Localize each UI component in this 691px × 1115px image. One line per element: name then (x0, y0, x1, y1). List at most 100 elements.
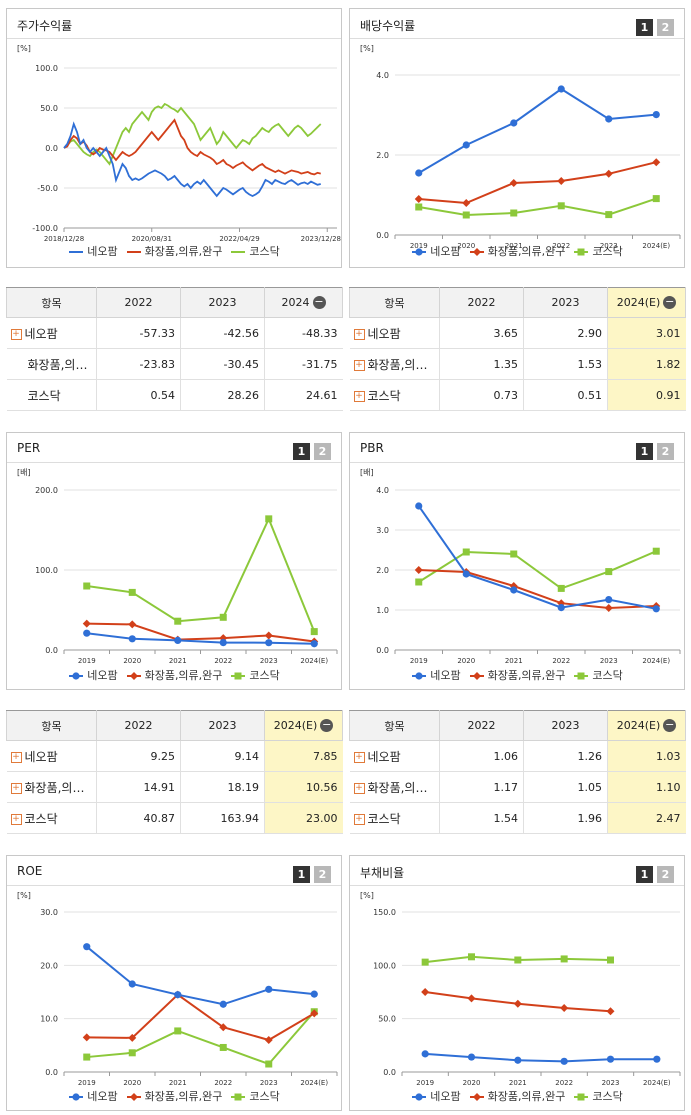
value-cell: 1.53 (523, 348, 608, 380)
value-cell: 3.01 (607, 317, 686, 349)
legend-item[interactable]: 코스닥 (573, 243, 623, 259)
panel-title: 배당수익률 (360, 19, 416, 33)
expand-icon[interactable]: + (10, 782, 22, 794)
collapse-icon[interactable]: − (663, 295, 677, 310)
data-point (652, 111, 660, 119)
value-cell: 14.91 (96, 771, 181, 803)
legend-item[interactable]: 화장품,의류,완구 (469, 667, 565, 683)
x-tick-label: 2022 (214, 1079, 232, 1087)
series-line (418, 197, 657, 217)
page-1-button[interactable]: 1 (293, 866, 310, 883)
column-header-label: 2023 (551, 296, 580, 309)
legend-item[interactable]: 코스닥 (230, 243, 280, 259)
expand-icon[interactable]: + (353, 390, 365, 402)
legend-item[interactable]: 네오팜 (68, 1088, 118, 1104)
value-cell: -30.45 (180, 348, 265, 380)
page-1-button[interactable]: 1 (636, 19, 653, 36)
column-header-label: 항목 (41, 719, 62, 733)
legend-item[interactable]: 네오팜 (411, 667, 461, 683)
column-header-label: 2024(E) (616, 295, 661, 309)
legend-item[interactable]: 코스닥 (573, 667, 623, 683)
row-name: 코스닥 (367, 388, 401, 403)
expand-icon[interactable]: + (353, 751, 365, 763)
column-header-label: 2024 (281, 295, 310, 309)
x-tick-label: 2022 (214, 657, 232, 665)
row-name-cell: + 네오팜 (6, 740, 97, 772)
column-header: 2023 (523, 710, 608, 741)
legend-item[interactable]: 코스닥 (230, 667, 280, 683)
table-row: + 코스닥 40.87 163.94 23.00 (6, 802, 343, 834)
collapse-icon[interactable]: − (312, 295, 326, 310)
value-cell: 1.17 (439, 771, 524, 803)
legend-swatch (412, 248, 427, 256)
page-1-button[interactable]: 1 (636, 866, 653, 883)
legend-item[interactable]: 네오팜 (68, 667, 118, 683)
legend-marker (234, 672, 242, 680)
chart-legend: 네오팜 화장품,의류,완구 코스닥 (7, 243, 341, 259)
data-point (557, 202, 565, 210)
legend-label: 코스닥 (249, 669, 280, 682)
chart-legend: 네오팜 화장품,의류,완구 코스닥 (7, 667, 341, 683)
value-cell: 9.25 (96, 740, 181, 772)
legend-item[interactable]: 코스닥 (230, 1088, 280, 1104)
legend-item[interactable]: 화장품,의류,완구 (126, 667, 222, 683)
collapse-icon[interactable]: − (663, 718, 677, 733)
page-2-button[interactable]: 2 (657, 19, 674, 36)
x-tick-label: 2021 (505, 657, 523, 665)
column-header-label: 2024(E) (273, 718, 318, 732)
legend-item[interactable]: 화장품,의류,완구 (469, 243, 565, 259)
x-tick-label: 2023 (602, 1079, 620, 1087)
data-point (219, 634, 228, 643)
legend-item[interactable]: 화장품,의류,완구 (469, 1088, 565, 1104)
legend-swatch (69, 672, 84, 680)
data-point (557, 604, 565, 612)
expand-icon[interactable]: + (353, 782, 365, 794)
pbr-chart: [배]4.0 3.0 2.0 1.0 0.0 2019 2020 2021 2022 2023 20… (360, 468, 681, 665)
page-2-button[interactable]: 2 (657, 866, 674, 883)
series-line (418, 550, 657, 590)
data-point (174, 1027, 182, 1035)
value-cell: 40.87 (96, 802, 181, 834)
legend-item[interactable]: 네오팜 (411, 243, 461, 259)
legend-marker (72, 1093, 80, 1101)
expand-icon[interactable]: + (10, 328, 22, 340)
data-point (310, 628, 318, 636)
legend-item[interactable]: 네오팜 (411, 1088, 461, 1104)
data-point (605, 596, 613, 604)
legend-item[interactable]: 네오팜 (68, 243, 118, 259)
data-point (310, 1009, 319, 1018)
expand-icon[interactable]: + (10, 813, 22, 825)
y-tick-label: 100.0 (35, 566, 58, 575)
expand-icon[interactable]: + (353, 328, 365, 340)
unit-label: [%] (17, 891, 31, 900)
legend-marker (577, 672, 585, 680)
data-point (174, 991, 182, 999)
expand-icon[interactable]: + (10, 751, 22, 763)
data-point (560, 1057, 568, 1065)
data-point (265, 639, 273, 647)
page-2-button[interactable]: 2 (314, 866, 331, 883)
collapse-icon[interactable]: − (320, 718, 334, 733)
x-tick-label: 2022/04/29 (219, 235, 259, 243)
y-tick-label: 1.0 (376, 606, 389, 615)
row-name: 네오팜 (24, 749, 58, 764)
panel-stock-return: 주가수익률 [%] 100.0 50.0 0.0 -50.0 -100.0 2018/12/… (6, 8, 342, 268)
legend-item[interactable]: 코스닥 (573, 1088, 623, 1104)
page-1-button[interactable]: 1 (636, 443, 653, 460)
page-2-button[interactable]: 2 (314, 443, 331, 460)
data-point (604, 169, 613, 178)
page-1-button[interactable]: 1 (293, 443, 310, 460)
column-header: 2022 (439, 710, 524, 741)
expand-icon[interactable]: + (353, 359, 365, 371)
value-cell: -48.33 (264, 317, 343, 349)
legend-item[interactable]: 화장품,의류,완구 (126, 1088, 223, 1104)
expand-icon[interactable]: + (353, 813, 365, 825)
legend-item[interactable]: 화장품,의류,완구 (126, 243, 222, 259)
legend-swatch (126, 1093, 141, 1101)
legend-label: 화장품,의류,완구 (144, 1090, 223, 1103)
unit-label: [%] (360, 891, 374, 900)
page-2-button[interactable]: 2 (657, 443, 674, 460)
